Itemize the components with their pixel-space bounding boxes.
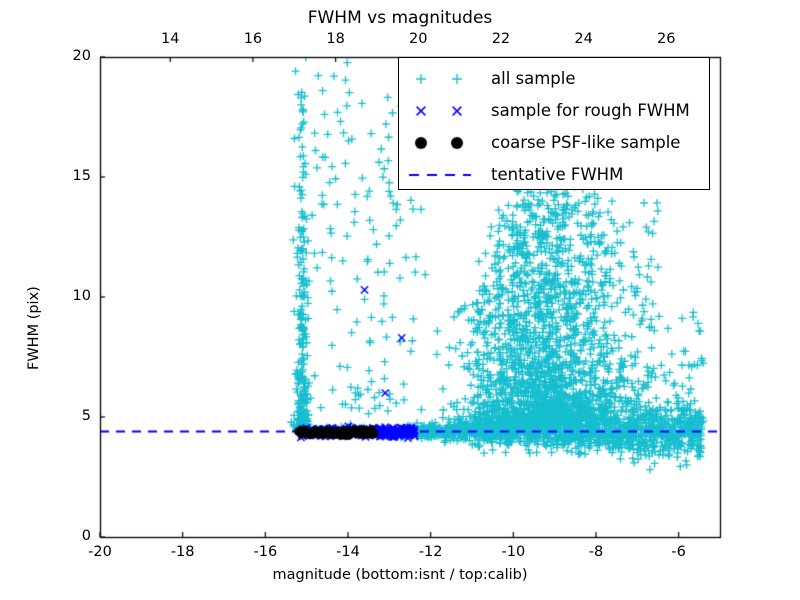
y-tick-2: 10 xyxy=(72,288,91,304)
x-tick-bottom-6: -8 xyxy=(588,544,604,560)
x-tick-top-4: 22 xyxy=(491,31,511,47)
x-tick-bottom-3: -14 xyxy=(336,544,360,560)
legend-label-2: coarse PSF-like sample xyxy=(491,133,681,152)
x-tick-bottom-2: -16 xyxy=(253,544,278,560)
plot-legend: all sample sample for rough FWHM coarse PS… xyxy=(398,57,711,191)
x-tick-bottom-0: -20 xyxy=(88,544,112,560)
x-axis-label: magnitude (bottom:isnt / top:calib) xyxy=(272,567,528,583)
y-tick-0: 0 xyxy=(81,528,91,544)
legend-label-3: tentative FWHM xyxy=(491,165,624,184)
legend-marker-x-icon xyxy=(399,94,491,127)
legend-marker-o-icon xyxy=(399,126,491,159)
x-tick-bottom-1: -18 xyxy=(170,544,195,560)
legend-marker-plus-icon xyxy=(399,62,491,95)
x-tick-top-6: 26 xyxy=(657,31,676,47)
legend-item-0: all sample xyxy=(399,62,711,95)
chart-title: FWHM vs magnitudes xyxy=(307,8,493,28)
x-tick-top-5: 24 xyxy=(574,31,593,47)
x-tick-top-0: 14 xyxy=(161,31,180,47)
x-tick-bottom-4: -12 xyxy=(418,544,443,560)
y-tick-3: 15 xyxy=(72,168,91,184)
x-tick-top-1: 16 xyxy=(243,31,263,47)
legend-item-1: sample for rough FWHM xyxy=(399,94,711,127)
y-tick-4: 20 xyxy=(72,48,91,64)
x-tick-top-3: 20 xyxy=(409,31,428,47)
x-tick-top-2: 18 xyxy=(326,31,345,47)
legend-item-3: tentative FWHM xyxy=(399,158,711,191)
y-tick-1: 5 xyxy=(81,408,91,424)
legend-item-2: coarse PSF-like sample xyxy=(399,126,711,159)
legend-marker-dashed-icon xyxy=(399,158,491,191)
x-tick-bottom-7: -6 xyxy=(671,544,686,560)
legend-label-0: all sample xyxy=(491,69,576,88)
x-tick-bottom-5: -10 xyxy=(501,544,526,560)
legend-label-1: sample for rough FWHM xyxy=(491,101,690,120)
